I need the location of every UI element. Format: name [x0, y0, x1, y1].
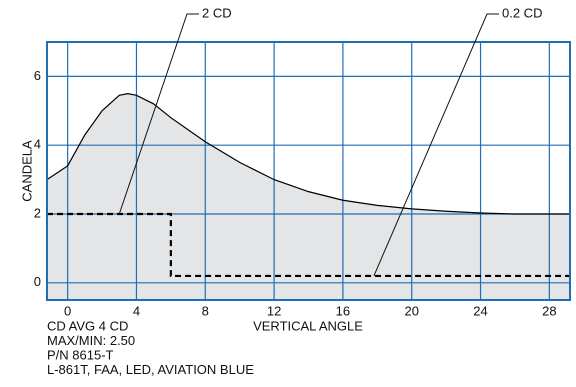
line: [46, 92, 570, 215]
leader-line: [373, 13, 499, 277]
plot-frame: [46, 41, 571, 301]
x-tick-label: 4: [133, 303, 140, 318]
annotation: 0.2 CD: [502, 5, 542, 20]
x-tick-label: 20: [404, 303, 418, 318]
y-tick-label: 0: [34, 274, 41, 289]
note: MAX/MIN: 2.50: [47, 333, 135, 348]
note: CD AVG 4 CD: [47, 318, 128, 333]
note: P/N 8615-T: [47, 347, 114, 362]
y-axis-label: CANDELA: [19, 140, 34, 202]
y-tick-label: 2: [34, 205, 41, 220]
x-tick-label: 0: [64, 303, 71, 318]
y-tick-label: 6: [34, 68, 41, 83]
x-tick-label: 8: [202, 303, 209, 318]
annotation: 2 CD: [202, 5, 232, 20]
leader-line: [118, 13, 199, 215]
x-tick-label: 12: [267, 303, 281, 318]
note: L-861T, FAA, LED, AVIATION BLUE: [47, 362, 254, 377]
x-tick-label: 28: [542, 303, 556, 318]
line: [47, 212, 570, 278]
x-tick-label: 24: [473, 303, 487, 318]
x-tick-label: 16: [336, 303, 350, 318]
x-axis-label: VERTICAL ANGLE: [253, 318, 363, 333]
y-tick-label: 4: [34, 137, 41, 152]
